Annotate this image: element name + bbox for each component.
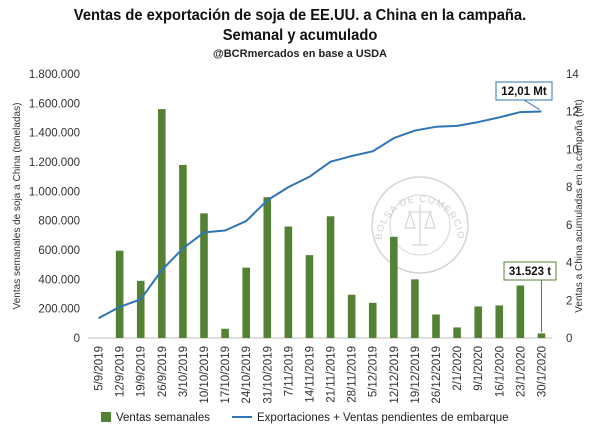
line-exportaciones-acumuladas bbox=[98, 110, 542, 320]
bar-ventas-semanales bbox=[263, 197, 272, 338]
y-left-tick-label: 1.200.000 bbox=[29, 157, 80, 169]
y-left-axis-title: Ventas semanales de soja a China (tonela… bbox=[12, 103, 23, 310]
y-right-tick-label: 12 bbox=[566, 107, 579, 119]
bar-ventas-semanales bbox=[368, 302, 377, 338]
y-left-tick-label: 600.000 bbox=[38, 245, 80, 257]
line-layer bbox=[98, 110, 542, 320]
bar-ventas-semanales bbox=[221, 328, 229, 338]
y-right-axis-title: Ventas a China acumuladas en la campaña … bbox=[574, 99, 585, 312]
y-left-tick-label: 800.000 bbox=[38, 216, 80, 228]
x-tick-label: 5/12/2019 bbox=[368, 346, 380, 397]
y-right-tick-label: 10 bbox=[566, 144, 579, 156]
x-tick-label: 31/10/2019 bbox=[262, 346, 274, 404]
x-tick-label: 12/12/2019 bbox=[389, 346, 401, 404]
bar-ventas-semanales bbox=[474, 306, 482, 338]
bar-ventas-semanales bbox=[179, 164, 187, 338]
bar-ventas-semanales bbox=[115, 250, 124, 338]
legend-swatch-bar bbox=[101, 412, 111, 422]
x-tick-label: 24/10/2019 bbox=[241, 346, 253, 404]
watermark-text-path: BOLSA DE COMERCIO DE ROSARIO bbox=[0, 0, 465, 240]
x-tick-label: 16/1/2020 bbox=[494, 346, 506, 397]
x-tick-label: 7/11/2019 bbox=[283, 346, 295, 396]
bar-ventas-semanales bbox=[537, 333, 546, 338]
y-left-tick-label: 200.000 bbox=[38, 304, 80, 316]
x-tick-label: 21/11/2019 bbox=[326, 346, 338, 403]
legend-label-line: Exportaciones + Ventas pendientes de emb… bbox=[257, 412, 509, 424]
y-left-tick-label: 1.800.000 bbox=[29, 69, 80, 81]
x-tick-label: 14/11/2019 bbox=[304, 346, 316, 403]
chart-title-line2: Semanal y acumulado bbox=[222, 27, 378, 44]
bar-ventas-semanales bbox=[136, 280, 145, 338]
y-right-tick-label: 0 bbox=[566, 333, 572, 345]
y-left-tick-label: 1.000.000 bbox=[29, 186, 80, 198]
y-right-tick-label: 6 bbox=[566, 220, 572, 232]
chart-subtitle: @BCRmercados en base a USDA bbox=[213, 48, 387, 60]
y-left-tick-label: 1.600.000 bbox=[29, 98, 80, 110]
watermark-outer-ring bbox=[371, 176, 469, 274]
x-tick-label: 10/10/2019 bbox=[199, 346, 211, 404]
callout-leader-line-total bbox=[523, 99, 540, 110]
x-tick-label: 26/12/2019 bbox=[431, 346, 443, 404]
labels-layer: 0 200.000 400.000 600.000 800.000 1.000.000 1.… bbox=[12, 69, 585, 404]
y-right-tick-label: 8 bbox=[566, 182, 572, 194]
bar-ventas-semanales bbox=[326, 216, 335, 338]
legend-layer: Ventas semanales Exportaciones + Ventas p… bbox=[101, 412, 509, 424]
x-tick-label: 28/11/2019 bbox=[347, 346, 359, 403]
bar-ventas-semanales bbox=[390, 236, 398, 338]
bar-ventas-semanales bbox=[432, 314, 440, 338]
bar-ventas-semanales bbox=[200, 213, 208, 338]
y-right-tick-label: 4 bbox=[566, 258, 573, 270]
x-tick-label: 5/9/2019 bbox=[94, 346, 106, 391]
bar-ventas-semanales bbox=[516, 285, 525, 338]
x-tick-label: 19/9/2019 bbox=[136, 346, 148, 397]
y-left-tick-label: 1.400.000 bbox=[29, 128, 80, 140]
x-tick-label: 2/1/2020 bbox=[452, 346, 464, 391]
callout-label-last-bar: 31.523 t bbox=[509, 266, 551, 278]
y-right-tick-label: 14 bbox=[566, 69, 579, 81]
bar-ventas-semanales bbox=[347, 294, 356, 338]
y-left-tick-label: 400.000 bbox=[38, 274, 80, 286]
y-left-tick-label: 0 bbox=[74, 333, 80, 345]
bar-ventas-semanales bbox=[495, 305, 504, 338]
chart-title: Ventas de exportación de soja de EE.UU. … bbox=[73, 7, 527, 24]
x-tick-label: 23/1/2020 bbox=[515, 346, 527, 397]
x-tick-label: 19/12/2019 bbox=[410, 346, 422, 404]
x-tick-label: 9/1/2020 bbox=[473, 346, 485, 391]
bar-ventas-semanales bbox=[158, 109, 166, 338]
watermark-text: BOLSA DE COMERCIO DE ROSARIO bbox=[0, 0, 466, 240]
x-tick-label: 26/9/2019 bbox=[157, 346, 169, 397]
x-tick-label: 30/1/2020 bbox=[536, 346, 548, 397]
x-tick-label: 12/9/2019 bbox=[115, 346, 127, 397]
bar-ventas-semanales bbox=[411, 279, 419, 338]
callout-label-line-total: 12,01 Mt bbox=[501, 86, 547, 98]
callout-layer: 12,01 Mt 31.523 t bbox=[495, 81, 557, 333]
legend-label-bar: Ventas semanales bbox=[116, 412, 210, 424]
bar-ventas-semanales bbox=[305, 255, 314, 338]
callout-box-last-bar bbox=[503, 261, 557, 281]
bars-layer bbox=[115, 109, 546, 338]
bar-ventas-semanales bbox=[242, 267, 250, 338]
bar-ventas-semanales bbox=[453, 327, 461, 338]
y-right-tick-label: 2 bbox=[566, 295, 572, 307]
chart-title-block: Ventas de exportación de soja de EE.UU. … bbox=[0, 6, 600, 62]
x-tick-label: 3/10/2019 bbox=[178, 346, 190, 397]
watermark-emblem bbox=[404, 205, 436, 246]
x-tick-label: 17/10/2019 bbox=[220, 346, 232, 404]
bar-ventas-semanales bbox=[284, 226, 293, 338]
watermark-inner-ring bbox=[389, 194, 451, 256]
